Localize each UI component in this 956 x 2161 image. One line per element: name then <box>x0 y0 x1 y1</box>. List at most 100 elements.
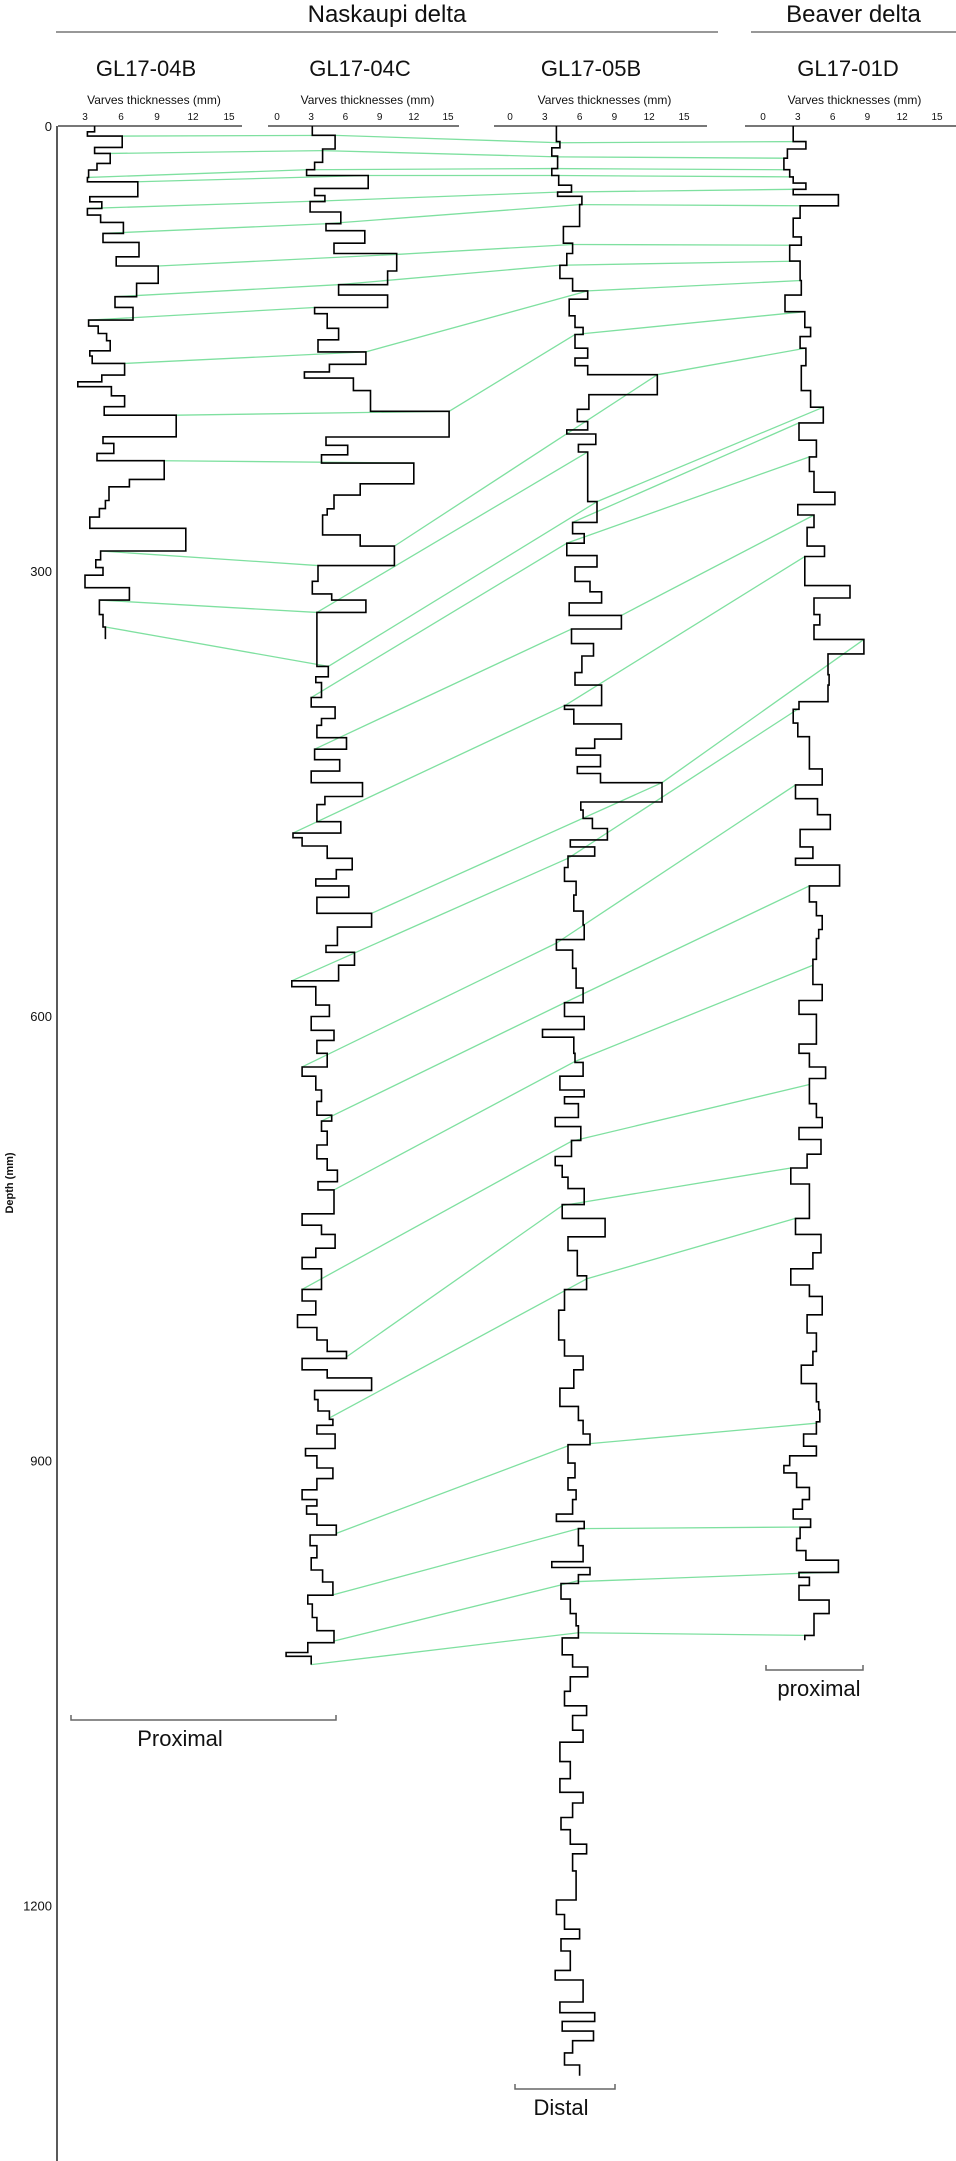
tie-line <box>564 555 806 707</box>
x-tick-label: 6 <box>830 112 836 123</box>
tie-line <box>579 203 801 207</box>
tie-line <box>338 264 560 286</box>
x-tick-label: 6 <box>118 112 124 123</box>
annotation-bracket <box>765 1665 864 1671</box>
tie-line <box>311 1632 579 1666</box>
delta-group-headers: Naskaupi delta Beaver delta <box>56 1 956 33</box>
core-name: GL17-01D <box>797 56 899 81</box>
x-tick-label: 0 <box>760 112 766 123</box>
tie-line <box>578 1526 811 1530</box>
x-axis-label: Varves thicknesses (mm) <box>788 93 922 107</box>
tie-line <box>105 626 329 668</box>
tie-line <box>556 784 796 944</box>
x-tick-label: 0 <box>274 112 280 123</box>
tie-line <box>572 422 800 524</box>
annotation-bracket <box>70 1715 337 1721</box>
tie-line <box>99 599 317 614</box>
x-axis-label: Varves thicknesses (mm) <box>87 93 221 107</box>
core-gl17-04b: GL17-04B Varves thicknesses (mm) 3 6 9 12 15 <box>58 56 242 640</box>
y-tick-label: 900 <box>30 1454 52 1469</box>
tie-line <box>578 1571 839 1583</box>
tie-line <box>321 1002 565 1122</box>
tie-line <box>567 707 800 859</box>
tie-line <box>396 243 573 256</box>
tie-line <box>574 964 814 1063</box>
x-tick-label: 6 <box>343 112 349 123</box>
y-tick-label: 300 <box>30 564 52 579</box>
core-name: GL17-05B <box>541 56 641 81</box>
tie-line <box>322 149 558 158</box>
tie-line <box>559 260 801 266</box>
tie-line <box>310 542 568 699</box>
tie-line <box>346 1205 563 1358</box>
core-gl17-04c: GL17-04C Varves thicknesses (mm) 0 3 6 9 12 15 <box>268 56 459 1665</box>
varve-thickness-profile <box>783 126 865 1641</box>
annotation-label: Distal <box>533 2095 588 2120</box>
varve-thickness-profile <box>541 126 663 2076</box>
group-title: Beaver delta <box>786 1 921 28</box>
tie-line <box>661 638 865 784</box>
x-tick-label: 3 <box>308 112 314 123</box>
tie-line <box>122 134 336 137</box>
tie-line <box>371 782 663 914</box>
tie-line <box>100 550 319 567</box>
tie-line <box>88 306 315 321</box>
tie-line <box>586 1217 796 1280</box>
tie-line <box>551 167 790 171</box>
tie-line <box>336 1445 569 1534</box>
tie-line <box>335 134 560 144</box>
x-axis-label: Varves thicknesses (mm) <box>301 93 435 107</box>
tie-line <box>365 290 588 353</box>
x-tick-label: 3 <box>82 112 88 123</box>
tie-line <box>559 140 806 144</box>
annotation-distal-1: Distal <box>514 2084 616 2120</box>
tie-line <box>574 311 805 336</box>
tie-line <box>301 1140 572 1290</box>
tie-line <box>657 347 807 376</box>
tie-line <box>87 200 325 210</box>
x-tick-label: 15 <box>223 112 235 123</box>
x-tick-label: 12 <box>408 112 420 123</box>
x-tick-label: 3 <box>542 112 548 123</box>
group-title: Naskaupi delta <box>308 1 467 28</box>
tie-line <box>566 456 810 544</box>
tie-line <box>325 203 580 225</box>
tie-line <box>110 149 323 155</box>
annotation-proximal-0: Proximal <box>70 1715 337 1751</box>
tie-line <box>87 169 307 179</box>
tie-line <box>558 174 794 178</box>
y-tick-label: 1200 <box>23 1899 52 1914</box>
tie-line <box>572 243 790 246</box>
tie-line <box>324 191 558 202</box>
varve-thickness-profile <box>77 126 187 640</box>
tie-line <box>571 1083 810 1142</box>
core-gl17-01d: GL17-01D Varves thicknesses (mm) 0 3 6 9 12 15 <box>745 56 956 1641</box>
annotation-label: Proximal <box>137 1726 223 1751</box>
x-tick-label: 9 <box>612 112 618 123</box>
x-tick-label: 9 <box>154 112 160 123</box>
tie-line <box>394 374 658 547</box>
tie-line <box>306 167 552 171</box>
tie-line <box>587 279 802 292</box>
x-tick-label: 12 <box>897 112 909 123</box>
tie-line <box>292 704 565 834</box>
tie-line <box>291 857 569 982</box>
tie-line <box>124 351 366 365</box>
x-tick-label: 12 <box>187 112 199 123</box>
annotation-bracket <box>514 2084 616 2090</box>
x-tick-label: 9 <box>865 112 871 123</box>
x-axis-label: Varves thicknesses (mm) <box>538 93 672 107</box>
x-tick-label: 15 <box>442 112 454 123</box>
tie-line <box>596 406 824 503</box>
tie-line <box>333 1060 576 1191</box>
core-gl17-05b: GL17-05B Varves thicknesses (mm) 0 3 6 9 12 15 <box>494 56 707 2076</box>
tie-line <box>589 1422 817 1445</box>
tie-line <box>448 333 576 412</box>
depth-axis: 0 300 600 900 1200 Depth (mm) <box>4 119 58 2161</box>
x-tick-label: 15 <box>678 112 690 123</box>
varve-thickness-profile <box>285 126 450 1665</box>
tie-line <box>621 514 815 616</box>
position-annotations: Proximal Distal proximal <box>70 1665 864 2120</box>
x-tick-label: 9 <box>377 112 383 123</box>
